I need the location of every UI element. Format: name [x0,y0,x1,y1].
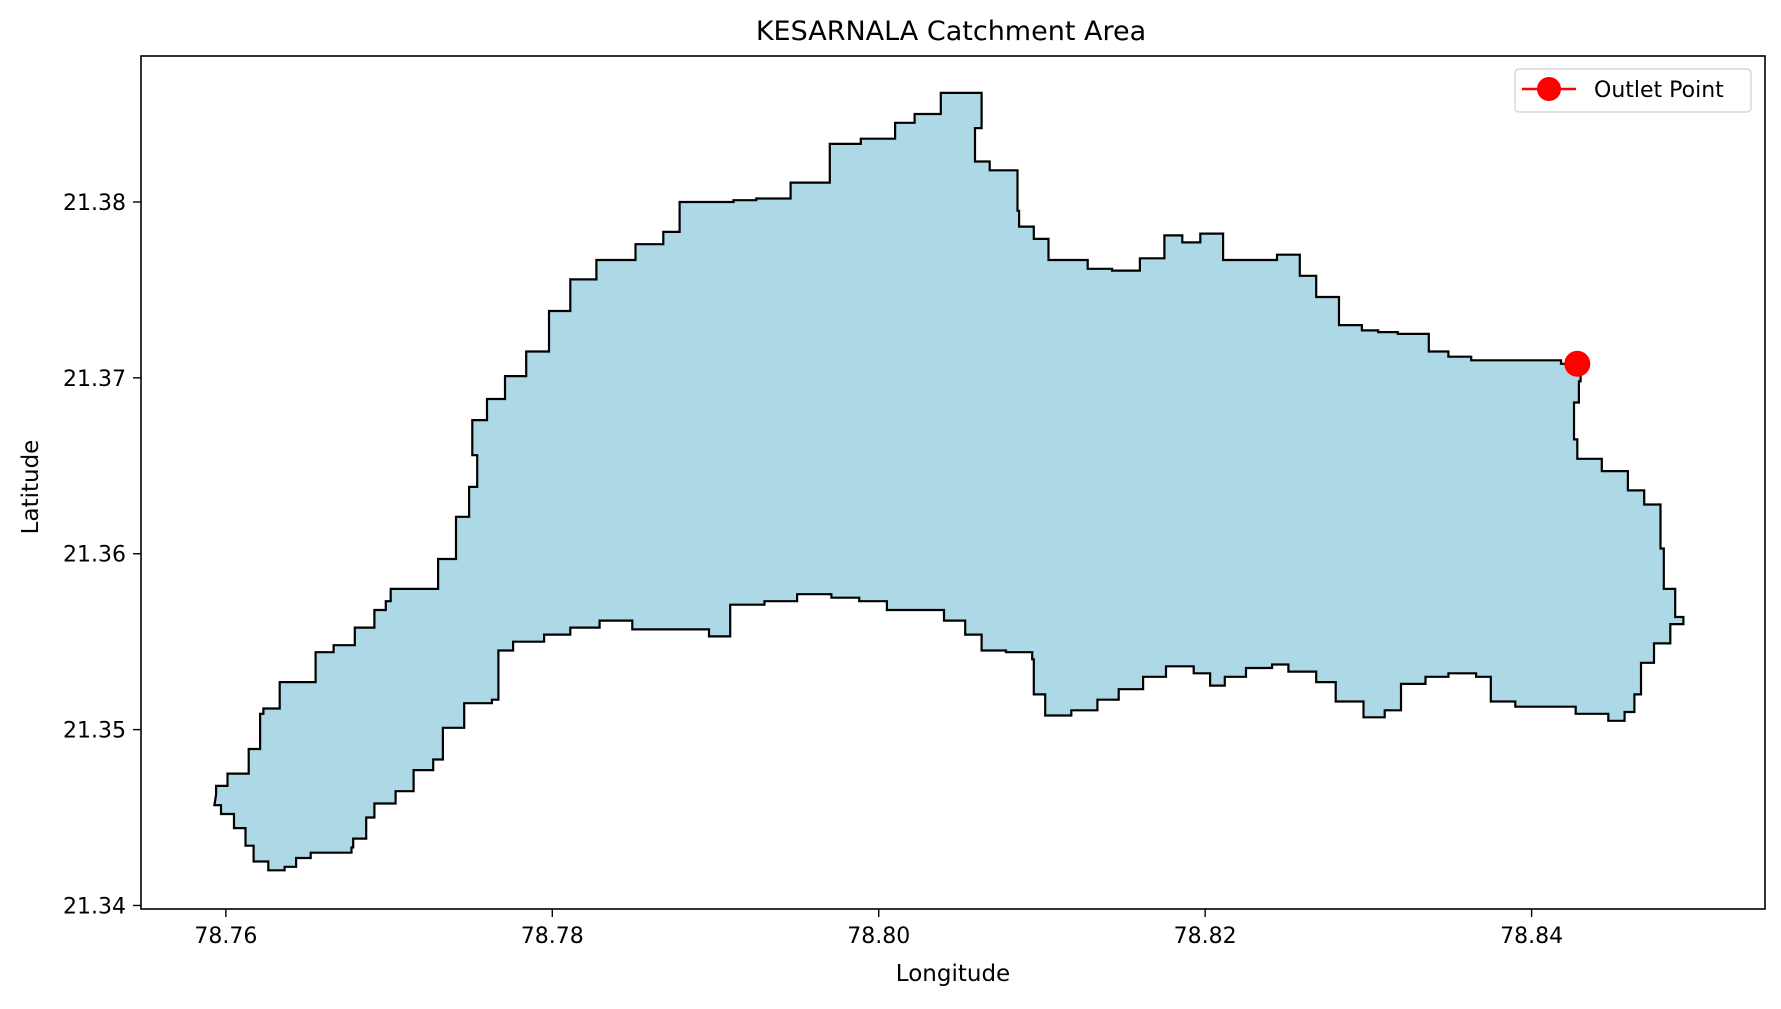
y-tick-label: 21.34 [63,894,126,919]
x-tick-label: 78.78 [521,924,584,949]
chart-title: KESARNALA Catchment Area [756,16,1146,47]
plot-area [140,55,1766,910]
y-tick-label: 21.35 [63,719,126,744]
x-tick-label: 78.82 [1174,924,1237,949]
plot-area-frame [140,55,1766,910]
y-tick-label: 21.37 [63,367,126,392]
x-axis-ticks: 78.76 78.78 78.80 78.82 78.84 [194,909,1563,949]
y-tick-label: 21.36 [63,543,126,568]
x-tick-label: 78.80 [847,924,910,949]
legend-outlet-label: Outlet Point [1594,78,1724,103]
legend-box [1514,68,1752,113]
legend: Outlet Point [1514,68,1752,113]
legend-outlet-marker [1537,77,1561,101]
y-tick-label: 21.38 [63,191,126,216]
outlet-point-marker [1564,350,1591,377]
x-tick-label: 78.76 [194,924,257,949]
y-axis-ticks: 21.34 21.35 21.36 21.37 21.38 [63,191,141,919]
x-tick-label: 78.84 [1500,924,1563,949]
catchment-polygon [213,91,1685,872]
y-axis-label: Latitude [18,440,44,535]
x-axis-label: Longitude [896,961,1010,987]
